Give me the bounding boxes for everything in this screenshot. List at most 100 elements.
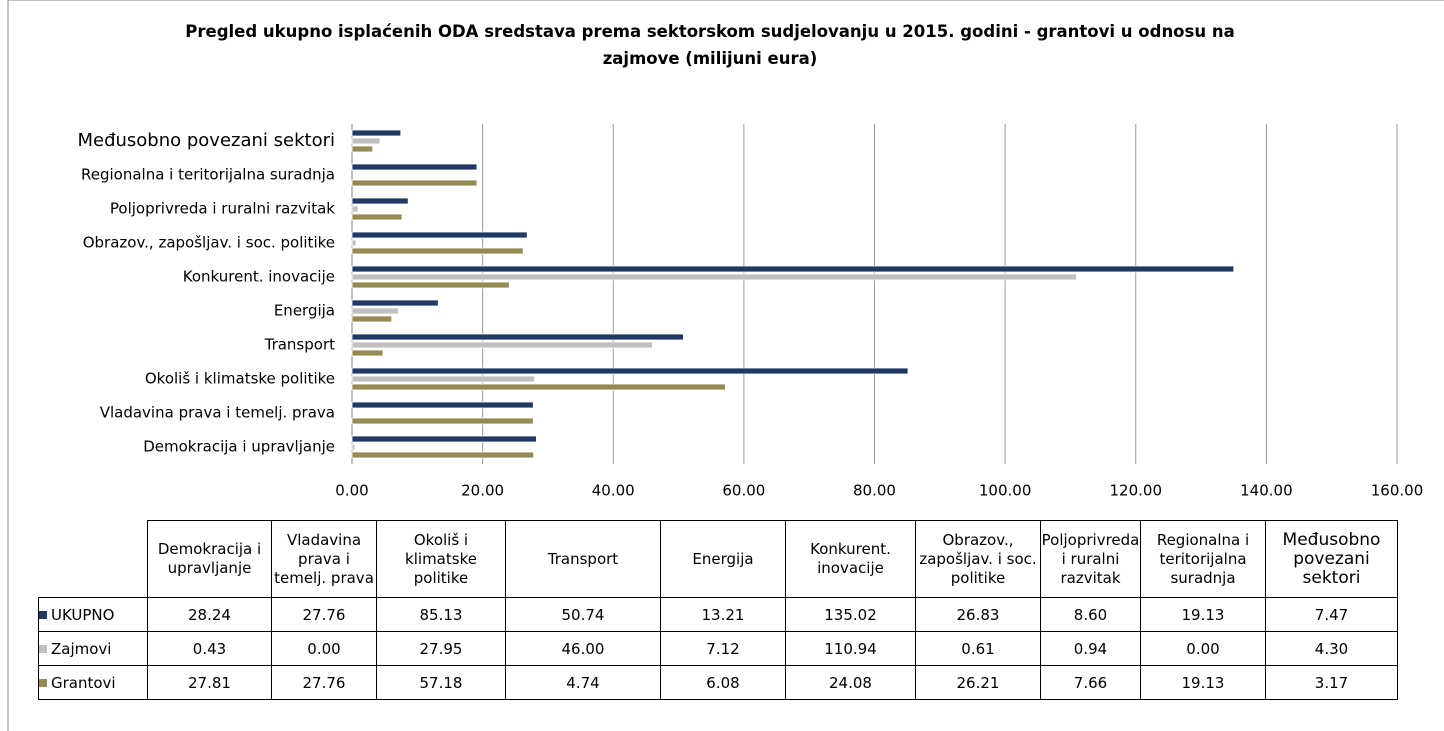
table-corner: [38, 520, 148, 598]
table-cell: 7.47: [1265, 597, 1398, 632]
bar: [351, 443, 356, 451]
bar: [351, 247, 524, 255]
bar: [351, 137, 381, 145]
legend-label: UKUPNO: [51, 605, 115, 624]
bar: [351, 129, 402, 137]
bar: [351, 367, 909, 375]
table-cell: 26.21: [915, 665, 1041, 700]
table-cell: 50.74: [505, 597, 661, 632]
column-header: Poljoprivreda i ruralni razvitak: [1040, 520, 1141, 598]
table-cell: 0.94: [1040, 631, 1141, 666]
bar: [351, 417, 534, 425]
bar: [351, 375, 535, 383]
table-cell: 46.00: [505, 631, 661, 666]
x-tick-label: 0.00: [335, 482, 368, 500]
table-cell: 110.94: [785, 631, 916, 666]
bar: [351, 383, 726, 391]
legend-key: [39, 645, 47, 653]
table-cell: 27.76: [271, 665, 377, 700]
table-cell: 26.83: [915, 597, 1041, 632]
column-header: Regionalna i teritorijalna suradnja: [1140, 520, 1266, 598]
bar: [351, 307, 399, 315]
table-cell: 85.13: [376, 597, 506, 632]
bar: [351, 231, 528, 239]
bar: [351, 205, 359, 213]
table-cell: 57.18: [376, 665, 506, 700]
table-cell: 27.81: [147, 665, 272, 700]
column-header: Međusobno povezani sektori: [1265, 520, 1398, 598]
column-header: Energija: [660, 520, 786, 598]
x-tick-label: 60.00: [722, 482, 765, 500]
y-tick-label: Vladavina prava i temelj. prava: [100, 404, 335, 422]
table-cell: 19.13: [1140, 597, 1266, 632]
bar: [351, 265, 1235, 273]
bar: [351, 341, 653, 349]
table-cell: 0.43: [147, 631, 272, 666]
bar: [351, 197, 409, 205]
table-cell: 3.17: [1265, 665, 1398, 700]
table-cell: 7.12: [660, 631, 786, 666]
table-cell: 4.30: [1265, 631, 1398, 666]
table-cell: 27.76: [271, 597, 377, 632]
bar: [351, 299, 439, 307]
bar: [351, 179, 478, 187]
column-header: Demokracija i upravljanje: [147, 520, 272, 598]
table-cell: 4.74: [505, 665, 661, 700]
column-header: Vladavina prava i temelj. prava: [271, 520, 377, 598]
column-header: Okoliš i klimatske politike: [376, 520, 506, 598]
y-tick-label: Demokracija i upravljanje: [143, 438, 335, 456]
legend-key: [39, 679, 47, 687]
table-cell: 27.95: [376, 631, 506, 666]
legend-label: Zajmovi: [51, 639, 112, 658]
bar: [351, 145, 374, 153]
bar: [351, 273, 1077, 281]
y-tick-label: Poljoprivreda i ruralni razvitak: [110, 200, 335, 218]
y-tick-label: Međusobno povezani sektori: [77, 130, 335, 151]
bar: [351, 163, 478, 171]
chart-title: Pregled ukupno isplaćenih ODA sredstava …: [185, 22, 1235, 68]
bar: [351, 451, 535, 459]
y-tick-label: Konkurent. inovacije: [183, 268, 335, 286]
bar: [351, 239, 357, 247]
bar: [351, 349, 384, 357]
y-tick-label: Energija: [274, 302, 335, 320]
column-header: Obrazov., zapošljav. i soc. politike: [915, 520, 1041, 598]
table-cell: 0.00: [271, 631, 377, 666]
column-header: Transport: [505, 520, 661, 598]
x-tick-label: 80.00: [853, 482, 896, 500]
x-tick-label: 20.00: [461, 482, 504, 500]
y-tick-label: Obrazov., zapošljav. i soc. politike: [83, 234, 335, 252]
table-cell: 24.08: [785, 665, 916, 700]
y-tick-label: Okoliš i klimatske politike: [145, 370, 335, 388]
column-header: Konkurent. inovacije: [785, 520, 916, 598]
table-cell: 28.24: [147, 597, 272, 632]
x-tick-label: 120.00: [1110, 482, 1163, 500]
x-tick-label: 140.00: [1240, 482, 1293, 500]
legend-label: Grantovi: [51, 673, 116, 692]
table-cell: 7.66: [1040, 665, 1141, 700]
bar: [351, 435, 537, 443]
row-header: Zajmovi: [38, 631, 148, 666]
bar: [351, 401, 534, 409]
table-cell: 0.00: [1140, 631, 1266, 666]
table-cell: 8.60: [1040, 597, 1141, 632]
y-tick-label: Transport: [264, 336, 336, 354]
bar: [351, 281, 510, 289]
x-tick-label: 40.00: [592, 482, 635, 500]
legend-key: [39, 611, 47, 619]
row-header: UKUPNO: [38, 597, 148, 632]
table-cell: 19.13: [1140, 665, 1266, 700]
bar: [351, 213, 403, 221]
table-cell: 13.21: [660, 597, 786, 632]
table-cell: 135.02: [785, 597, 916, 632]
table-cell: 6.08: [660, 665, 786, 700]
bar: [351, 333, 684, 341]
x-tick-label: 160.00: [1371, 482, 1424, 500]
x-tick-label: 100.00: [979, 482, 1032, 500]
table-cell: 0.61: [915, 631, 1041, 666]
row-header: Grantovi: [38, 665, 148, 700]
bar: [351, 315, 393, 323]
y-tick-label: Regionalna i teritorijalna suradnja: [81, 166, 335, 184]
